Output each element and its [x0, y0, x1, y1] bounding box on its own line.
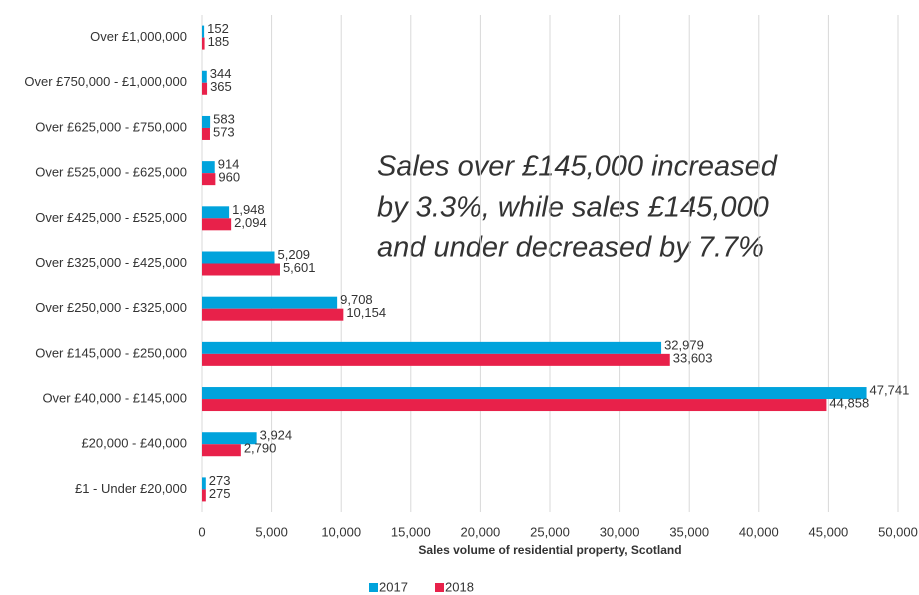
x-tick-label: 20,000 [461, 524, 501, 539]
legend-label: 2018 [445, 579, 474, 594]
data-label: 573 [213, 124, 235, 139]
data-label: 1,948 [232, 202, 265, 217]
data-label: 3,924 [260, 428, 293, 443]
data-label: 960 [218, 170, 240, 185]
x-tick-label: 50,000 [878, 524, 918, 539]
bar [202, 489, 206, 502]
legend-swatch [369, 583, 378, 592]
bar [202, 444, 241, 457]
y-tick-label: Over £145,000 - £250,000 [35, 345, 187, 360]
bar [202, 341, 662, 354]
bar [202, 206, 230, 219]
data-label: 44,858 [829, 395, 869, 410]
annotation: Sales over £145,000 increased [377, 151, 778, 183]
bar [202, 115, 211, 128]
data-label: 47,741 [870, 382, 910, 397]
x-axis-title: Sales volume of residential property, Sc… [418, 543, 681, 557]
data-label: 275 [209, 486, 231, 501]
data-label: 273 [209, 473, 231, 488]
data-label: 2,790 [244, 441, 277, 456]
annotation: by 3.3%, while sales £145,000 [377, 192, 769, 224]
data-label: 33,603 [673, 350, 713, 365]
bar [202, 387, 867, 400]
y-tick-label: Over £1,000,000 [90, 29, 187, 44]
bar [202, 127, 210, 140]
data-label: 583 [213, 111, 235, 126]
bar [202, 82, 208, 95]
annotation: and under decreased by 7.7% [377, 232, 764, 264]
bar [202, 353, 670, 366]
data-label: 344 [210, 66, 232, 81]
data-label: 2,094 [234, 215, 267, 230]
data-label: 5,601 [283, 260, 316, 275]
data-label: 9,708 [340, 292, 373, 307]
x-tick-label: 25,000 [530, 524, 570, 539]
data-label: 10,154 [346, 305, 386, 320]
bar [202, 173, 216, 186]
y-tick-label: Over £40,000 - £145,000 [42, 390, 187, 405]
bar [202, 251, 275, 264]
x-tick-label: 45,000 [809, 524, 849, 539]
bar [202, 308, 344, 321]
x-tick-label: 0 [198, 524, 205, 539]
x-tick-label: 35,000 [669, 524, 709, 539]
x-tick-label: 5,000 [255, 524, 288, 539]
bar [202, 218, 232, 231]
x-tick-label: 40,000 [739, 524, 779, 539]
data-label: 185 [208, 34, 230, 49]
data-label: 914 [218, 157, 240, 172]
y-tick-label: Over £625,000 - £750,000 [35, 119, 187, 134]
bar [202, 37, 205, 50]
bar [202, 70, 207, 83]
bar [202, 399, 827, 412]
bar [202, 432, 257, 445]
y-tick-label: Over £750,000 - £1,000,000 [24, 74, 187, 89]
bar [202, 477, 206, 490]
y-tick-label: Over £525,000 - £625,000 [35, 165, 187, 180]
x-tick-label: 30,000 [600, 524, 640, 539]
bar [202, 161, 215, 174]
data-label: 152 [207, 21, 229, 36]
legend-label: 2017 [379, 579, 408, 594]
data-label: 365 [210, 79, 232, 94]
y-tick-label: Over £250,000 - £325,000 [35, 300, 187, 315]
bar [202, 296, 338, 309]
y-tick-label: Over £425,000 - £525,000 [35, 210, 187, 225]
y-tick-label: £20,000 - £40,000 [81, 436, 187, 451]
bar [202, 25, 205, 38]
x-tick-label: 15,000 [391, 524, 431, 539]
x-tick-label: 10,000 [321, 524, 361, 539]
y-tick-label: Over £325,000 - £425,000 [35, 255, 187, 270]
data-label: 5,209 [278, 247, 311, 262]
data-label: 32,979 [664, 337, 704, 352]
y-tick-label: £1 - Under £20,000 [75, 481, 187, 496]
legend-swatch [435, 583, 444, 592]
bar [202, 263, 280, 276]
